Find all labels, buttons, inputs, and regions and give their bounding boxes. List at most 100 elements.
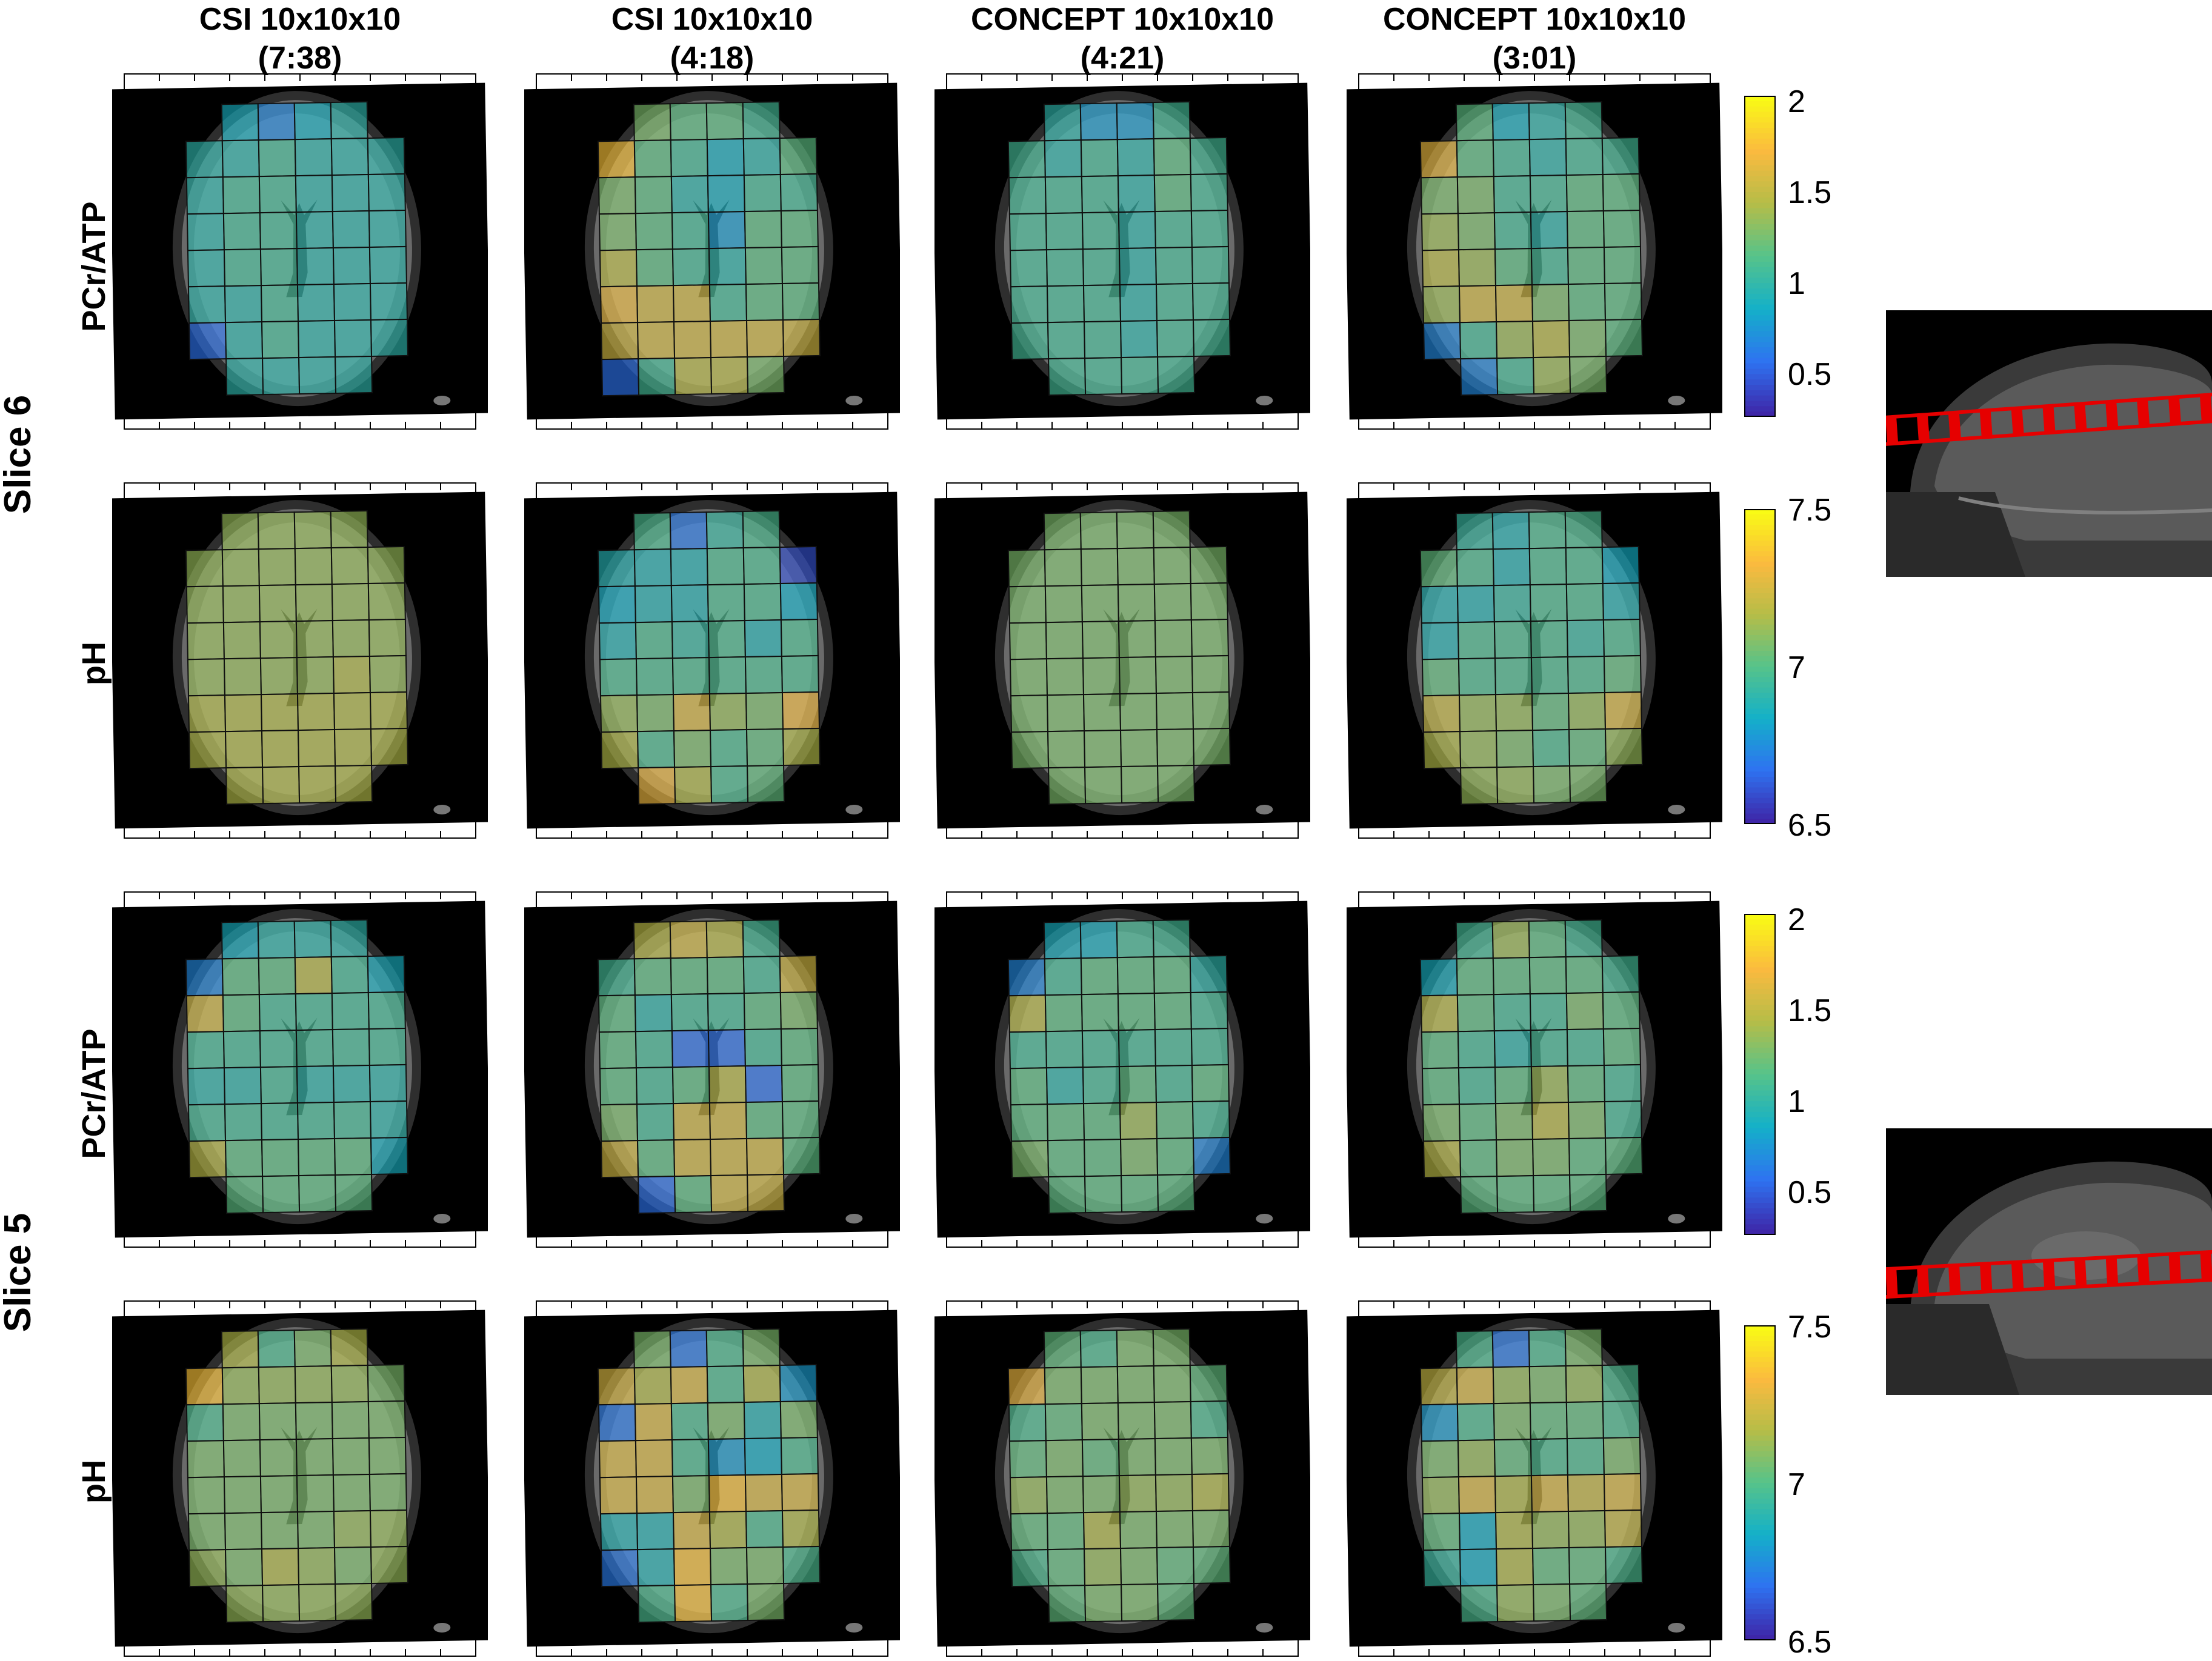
- voxel-cell: [330, 101, 368, 140]
- voxel-cell: [636, 694, 675, 733]
- voxel-cell: [1117, 584, 1156, 622]
- voxel-cell: [1116, 1365, 1155, 1404]
- colorbar-segment: [1744, 251, 1776, 257]
- cb-ph5-tick-6-5: 6.5: [1788, 1625, 1832, 1660]
- voxel-cell: [1153, 138, 1191, 176]
- colorbar-segment: [1744, 525, 1776, 531]
- voxel-cell: [1157, 1173, 1196, 1213]
- voxel-cell: [1421, 1031, 1459, 1070]
- voxel-cell: [1082, 284, 1122, 323]
- voxel-cell: [185, 549, 224, 588]
- voxel-cell: [1492, 1366, 1531, 1405]
- colorbar-segment: [1744, 1117, 1776, 1123]
- voxel-cell: [633, 103, 671, 142]
- voxel-cell: [1154, 246, 1193, 285]
- voxel-cell: [294, 138, 333, 177]
- voxel-cell: [747, 1582, 785, 1622]
- voxel-cell: [222, 176, 261, 215]
- colorbar-segment: [1744, 1160, 1776, 1167]
- colorbar-segment: [1744, 919, 1776, 925]
- voxel-cell: [295, 620, 334, 659]
- voxel-cell: [259, 621, 298, 659]
- voxel-cell: [1568, 728, 1607, 767]
- voxel-cell: [1191, 691, 1230, 730]
- voxel-cell: [671, 1030, 710, 1068]
- voxel-cell: [1010, 1513, 1049, 1551]
- voxel-cell: [780, 618, 819, 657]
- voxel-cell: [262, 1175, 301, 1214]
- voxel-cell: [1080, 139, 1119, 178]
- voxel-cell: [705, 511, 744, 550]
- column-title-3-name: CONCEPT 10x10x10: [970, 2, 1274, 37]
- voxel-cell: [1457, 657, 1496, 696]
- colorbar-segment: [1744, 1069, 1776, 1075]
- voxel-cell: [1568, 1137, 1607, 1176]
- voxel-cell: [708, 1065, 747, 1104]
- voxel-cell: [670, 139, 708, 178]
- voxel-cell: [187, 694, 227, 733]
- colorbar-segment: [1744, 1519, 1776, 1526]
- voxel-cell: [1008, 622, 1047, 661]
- column-title-1-name: CSI 10x10x10: [199, 2, 401, 37]
- voxel-cell: [706, 1365, 745, 1404]
- voxel-cell: [1530, 247, 1569, 286]
- colorbar-segment: [1744, 572, 1776, 578]
- colorbar-segment: [1744, 138, 1776, 145]
- voxel-cell: [331, 1400, 370, 1440]
- voxel-cell: [333, 691, 372, 731]
- voxel-cell: [1493, 1402, 1531, 1441]
- colorbar-segment: [1744, 1154, 1776, 1161]
- voxel-cell: [1455, 103, 1494, 142]
- voxel-cell: [296, 1102, 336, 1140]
- voxel-cell: [1011, 731, 1050, 770]
- voxel-cell: [1602, 173, 1641, 212]
- voxel-cell: [1491, 1330, 1530, 1368]
- voxel-cell: [1568, 1546, 1607, 1585]
- voxel-cell: [332, 655, 371, 694]
- voxel-cell: [1189, 545, 1228, 585]
- voxel-cell: [258, 1366, 296, 1405]
- voxel-cell: [222, 1030, 261, 1069]
- voxel-cell: [1565, 1365, 1604, 1403]
- voxel-cell: [1008, 1403, 1047, 1442]
- colorbar-segment: [1744, 1503, 1776, 1510]
- voxel-cell: [330, 510, 368, 549]
- voxel-cell: [1153, 1400, 1192, 1440]
- voxel-cell: [1491, 511, 1530, 550]
- voxel-cell: [1601, 954, 1640, 994]
- voxel-cell: [744, 1028, 782, 1067]
- voxel-cell: [1603, 245, 1642, 285]
- voxel-cell: [296, 1511, 336, 1549]
- voxel-cell: [1601, 1363, 1640, 1403]
- colorbar-segment: [1744, 708, 1776, 714]
- colorbar-segment: [1744, 395, 1776, 402]
- voxel-cell: [671, 1475, 710, 1514]
- voxel-cell: [224, 1103, 263, 1142]
- colorbar-segment: [1744, 224, 1776, 230]
- voxel-cell: [742, 1328, 781, 1367]
- voxel-cell: [1191, 282, 1230, 321]
- colorbar-segment: [1744, 808, 1776, 814]
- voxel-cell: [1456, 957, 1494, 996]
- voxel-cell: [669, 1330, 708, 1368]
- voxel-cell: [225, 358, 264, 396]
- colorbar-segment: [1744, 401, 1776, 407]
- colorbar-ph-slice-5: [1744, 1325, 1776, 1640]
- voxel-cell: [1008, 585, 1047, 624]
- voxel-cell: [1531, 693, 1570, 731]
- voxel-cell: [599, 1476, 638, 1515]
- voxel-cell: [708, 1511, 748, 1549]
- voxel-cell: [1528, 511, 1567, 550]
- voxel-cell: [670, 175, 709, 214]
- voxel-cell: [1529, 175, 1568, 213]
- voxel-cell: [1565, 547, 1604, 585]
- voxel-cell: [1190, 209, 1229, 248]
- colorbar-segment: [1744, 1572, 1776, 1578]
- voxel-cell: [1531, 1511, 1570, 1549]
- voxel-cell: [599, 658, 638, 697]
- colorbar-segment: [1744, 973, 1776, 979]
- voxel-cell: [186, 1440, 225, 1479]
- voxel-cell: [298, 1174, 337, 1213]
- voxel-cell: [1601, 545, 1640, 585]
- voxel-cell: [1152, 1328, 1191, 1367]
